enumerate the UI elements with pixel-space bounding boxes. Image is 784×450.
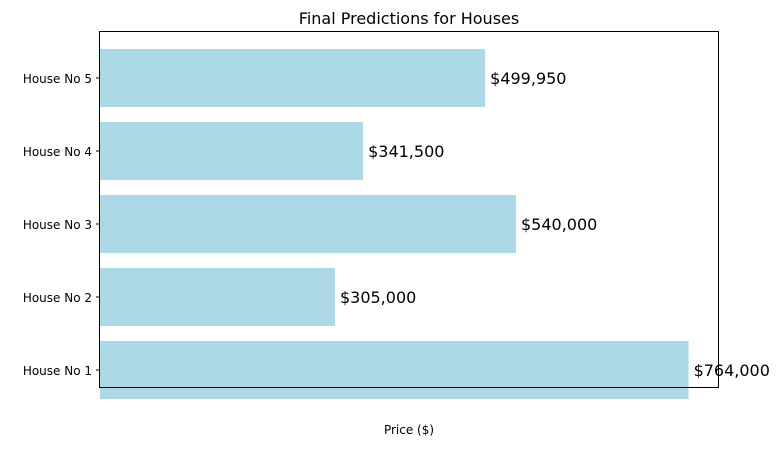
- data-label: $499,950: [490, 69, 566, 88]
- bar-house-no-3: [100, 195, 517, 253]
- y-tick-label: House No 1: [23, 364, 92, 378]
- data-labels-layer: $764,000 $305,000 $540,000 $341,500 $499,950: [340, 69, 770, 380]
- y-axis: House No 1 House No 2 House No 3 House No 4…: [23, 72, 100, 378]
- plot-frame: [99, 31, 719, 388]
- y-tick-label: House No 3: [23, 218, 92, 232]
- bar-house-no-4: [100, 122, 364, 180]
- y-tick-label: House No 5: [23, 72, 92, 86]
- data-label: $305,000: [340, 288, 416, 307]
- y-tick-label: House No 2: [23, 291, 92, 305]
- bar-house-no-1: [100, 341, 689, 399]
- bars-layer: [100, 49, 689, 399]
- bar-house-no-5: [100, 49, 486, 107]
- y-tick-label: House No 4: [23, 145, 92, 159]
- chart-title: Final Predictions for Houses: [299, 9, 519, 28]
- x-axis-label: Price ($): [384, 423, 434, 437]
- data-label: $764,000: [694, 361, 770, 380]
- data-label: $341,500: [368, 142, 444, 161]
- data-label: $540,000: [521, 215, 597, 234]
- bar-house-no-2: [100, 268, 335, 326]
